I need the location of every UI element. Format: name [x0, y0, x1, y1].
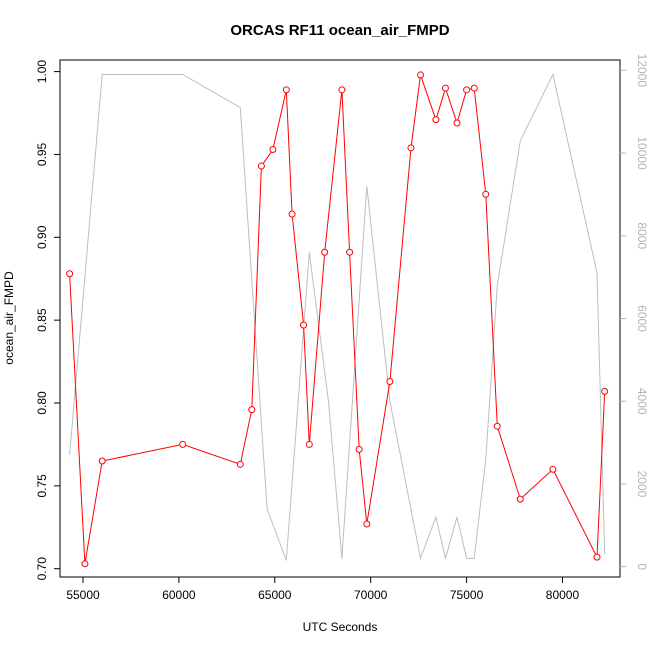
- data-point: [288, 210, 296, 218]
- plot-frame: [59, 59, 621, 578]
- y-tick-label: 0.80: [35, 391, 49, 415]
- data-point: [453, 119, 461, 127]
- data-point: [257, 162, 265, 170]
- secondary-series-line: [69, 73, 606, 561]
- data-point: [463, 86, 471, 94]
- data-point: [355, 445, 363, 453]
- data-point: [432, 116, 440, 124]
- x-tick-label: 80000: [546, 588, 580, 602]
- data-point: [593, 553, 601, 561]
- data-point: [417, 71, 425, 79]
- chart-title: ORCAS RF11 ocean_air_FMPD: [230, 22, 449, 39]
- data-point: [493, 422, 501, 430]
- data-point: [305, 440, 313, 448]
- y-axis-right: 0 2000 4000 6000 8000 10000 12000: [620, 54, 649, 570]
- data-point: [282, 86, 290, 94]
- data-point: [346, 248, 354, 256]
- y-tick-label: 0.90: [35, 225, 49, 249]
- x-axis: 55000 60000 65000 70000 75000 80000: [66, 577, 579, 602]
- x-tick-label: 55000: [66, 588, 100, 602]
- series-layer: [66, 71, 609, 568]
- y-axis-label: ocean_air_FMPD: [2, 271, 16, 365]
- data-point: [321, 248, 329, 256]
- data-point: [482, 190, 490, 198]
- data-point: [386, 377, 394, 385]
- data-point: [179, 440, 187, 448]
- data-point: [81, 560, 89, 568]
- y2-tick-label: 0: [635, 563, 649, 570]
- x-tick-label: 70000: [354, 588, 388, 602]
- data-point: [269, 145, 277, 153]
- y2-tick-label: 4000: [635, 388, 649, 415]
- y-tick-label: 1.00: [35, 60, 49, 84]
- y-tick-label: 0.75: [35, 474, 49, 498]
- y2-tick-label: 2000: [635, 471, 649, 498]
- data-point: [236, 460, 244, 468]
- y2-tick-label: 6000: [635, 305, 649, 332]
- data-point: [407, 144, 415, 152]
- y-tick-label: 0.95: [35, 142, 49, 166]
- y2-tick-label: 12000: [635, 54, 649, 88]
- data-point: [300, 321, 308, 329]
- data-point: [248, 406, 256, 414]
- x-tick-label: 65000: [258, 588, 292, 602]
- y-tick-label: 0.70: [35, 557, 49, 581]
- data-point: [601, 387, 609, 395]
- y-tick-label: 0.85: [35, 308, 49, 332]
- data-point: [470, 84, 478, 92]
- primary-series-line: [69, 74, 606, 564]
- data-point: [66, 270, 74, 278]
- data-point: [516, 495, 524, 503]
- y2-tick-label: 8000: [635, 222, 649, 249]
- x-tick-label: 75000: [450, 588, 484, 602]
- x-axis-label: UTC Seconds: [303, 620, 378, 634]
- data-point: [549, 465, 557, 473]
- data-point: [98, 457, 106, 465]
- y-axis-left: 0.70 0.75 0.80 0.85 0.90 0.95 1.00: [35, 60, 60, 581]
- data-point: [338, 86, 346, 94]
- y2-tick-label: 10000: [635, 136, 649, 170]
- x-tick-label: 60000: [162, 588, 196, 602]
- data-point: [363, 520, 371, 528]
- data-point: [441, 84, 449, 92]
